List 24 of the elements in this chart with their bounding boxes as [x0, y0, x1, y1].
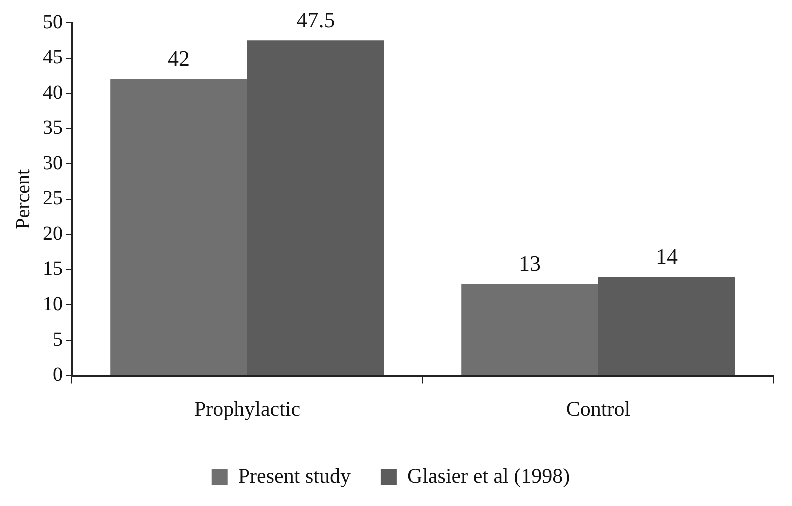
y-tick-label: 25	[43, 188, 63, 210]
bar	[110, 79, 248, 376]
y-tick-label: 5	[53, 328, 63, 351]
data-label: 13	[519, 250, 542, 276]
data-label: 42	[168, 46, 190, 72]
y-tick-label: 40	[43, 82, 63, 104]
bar	[598, 277, 736, 376]
y-tick-label: 0	[53, 364, 63, 386]
y-tick-label: 10	[43, 293, 63, 316]
x-tick-label: Prophylactic	[194, 396, 301, 421]
bar	[462, 284, 598, 376]
y-axis-title: Percent	[12, 168, 34, 230]
x-tick-label: Control	[566, 396, 631, 421]
data-label: 47.5	[296, 7, 336, 32]
legend-label: Present study	[238, 464, 352, 488]
y-tick-label: 30	[43, 152, 63, 174]
y-tick-label: 35	[43, 117, 63, 140]
data-label: 14	[656, 244, 678, 269]
legend-label: Glasier et al (1998)	[407, 464, 570, 488]
y-tick-label: 45	[43, 46, 63, 69]
y-tick-label: 20	[43, 222, 63, 245]
bar	[248, 40, 384, 376]
y-tick-label: 50	[43, 11, 63, 34]
y-tick-label: 15	[43, 258, 63, 280]
